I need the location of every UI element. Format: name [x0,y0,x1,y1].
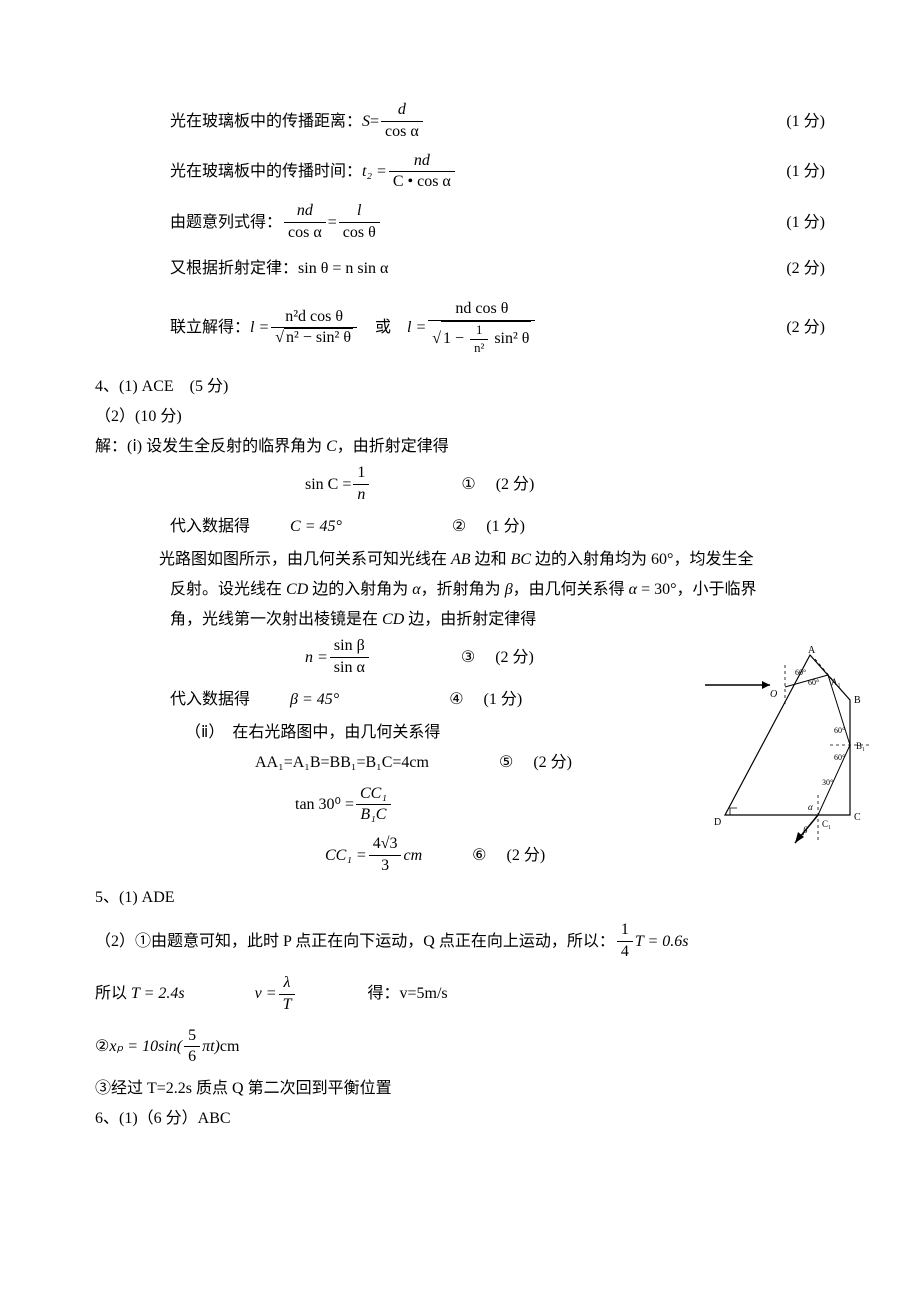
q4-eq4-score: (1 分) [484,687,523,713]
q4-eq3-score: (2 分) [495,645,534,671]
q4-eq1: sin C = 1 n ① (2 分) [95,463,825,506]
eq-line-4: 又根据折射定律： sin θ = n sin α (2 分) [95,256,825,282]
q4-circ2: ② [452,514,466,540]
label-B1: B₁ [856,741,865,751]
q4-eq2-score: (1 分) [486,514,525,540]
eq3-label: 由题意列式得： [170,210,282,236]
angle-60-1: 60° [795,668,806,677]
q4-circ5: ⑤ [499,750,513,776]
eq2-score: (1 分) [786,159,825,185]
q4-para3: 角，光线第一次射出棱镜是在 CD 边，由折射定律得 [95,607,825,633]
eq-line-3: 由题意列式得： nd cos α = l cos θ (1 分) [95,201,825,244]
label-O: O [770,689,777,700]
eq5-l1: l = [250,315,269,341]
q4-para1: 光路图如图所示，由几何关系可知光线在 AB 边和 BC 边的入射角均为 60°，… [95,547,825,573]
arrow-icon [762,681,770,689]
eq-line-5: 联立解得： l = n²d cos θ √n² − sin² θ 或 l = n… [95,299,825,356]
q4-eq1-score: (2 分) [496,472,535,498]
q5-p4: ② xₚ = 10sin( 5 6 πt) cm [95,1026,825,1069]
q5-p5: ③经过 T=2.2s 质点 Q 第二次回到平衡位置 [95,1076,825,1102]
label-A1: A₁ [831,677,841,687]
angle-alpha: α [808,802,813,812]
eq5-l2: l = [407,315,426,341]
eq2-frac: nd C • cos α [389,151,455,194]
eq5-score: (2 分) [786,315,825,341]
q6-header: 6、(1)（6 分）ABC [95,1106,825,1132]
q4-circ3: ③ [461,645,475,671]
eq5-frac1: n²d cos θ √n² − sin² θ [271,307,357,350]
q4-eq7-score: (2 分) [506,843,545,869]
q4-solve: 解：(ⅰ) 设发生全反射的临界角为 C，由折射定律得 [95,434,825,460]
eq-line-2: 光在玻璃板中的传播时间： t₂ = nd C • cos α (1 分) [95,151,825,194]
q4-circ4: ④ [449,687,463,713]
eq5-label: 联立解得： [170,315,250,341]
eq3-equals: = [328,210,337,236]
angle-60-4: 60° [834,753,845,762]
q5-p3: 所以 T = 2.4s v = λ T 得：v=5m/s [95,973,825,1016]
eq-line-1: 光在玻璃板中的传播距离： S= d cos α (1 分) [95,100,825,143]
eq3-frac1: nd cos α [284,201,326,244]
eq3-frac2: l cos θ [339,201,380,244]
label-D: D [714,817,721,828]
label-C1: C₁ [822,819,831,829]
q5-header: 5、(1) ADE [95,885,825,911]
eq1-frac: d cos α [381,100,423,143]
label-A: A [808,645,816,656]
eq5-or: 或 [375,315,391,341]
q4-sub2: （2）(10 分) [95,404,825,430]
eq5-frac2: nd cos θ √1 − 1n² sin² θ [428,299,535,356]
q4-eq2-line: 代入数据得 C = 45° ② (1 分) [95,514,825,540]
eq1-lhs: S= [362,109,379,135]
eq1-label: 光在玻璃板中的传播距离： [170,109,362,135]
ray-oa1 [785,675,828,687]
q4-circ6: ⑥ [472,843,486,869]
eq3-score: (1 分) [786,210,825,236]
right-angle-icon [730,808,737,815]
angle-beta: β [802,825,808,835]
q5-p2: （2）①由题意可知，此时 P 点正在向下运动，Q 点正在向上运动，所以： 1 4… [95,920,825,963]
angle-60-2: 60° [808,678,819,687]
angle-30: 30° [822,778,833,787]
eq4-label: 又根据折射定律： [170,256,298,282]
eq4-score: (2 分) [786,256,825,282]
eq1-score: (1 分) [786,109,825,135]
q4-para2: 反射。设光线在 CD 边的入射角为 α，折射角为 β，由几何关系得 α = 30… [95,577,825,603]
label-C: C [854,812,861,823]
q4-eq5-score: (2 分) [533,750,572,776]
eq2-label: 光在玻璃板中的传播时间： [170,159,362,185]
angle-60-3: 60° [834,726,845,735]
eq4-eq: sin θ = n sin α [298,256,388,282]
q4-header: 4、(1) ACE (5 分) [95,374,825,400]
optics-diagram: A B C D O A₁ B₁ C₁ 60° 60° 60° 60° 30° α… [700,645,880,845]
label-B: B [854,695,861,706]
eq2-lhs: t₂ = [362,159,387,185]
q4-circ1: ① [461,472,475,498]
